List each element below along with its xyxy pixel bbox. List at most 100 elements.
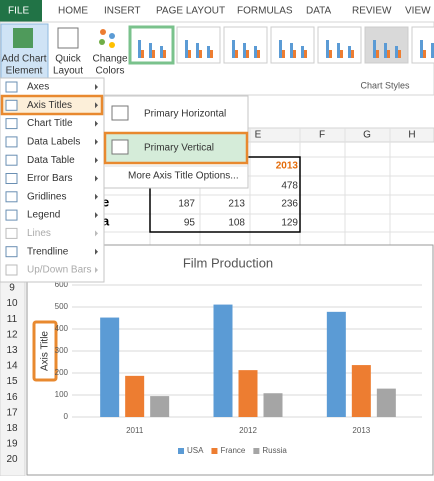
ribbon-button-label[interactable]: Colors [96, 66, 125, 77]
menu-icon [5, 191, 18, 203]
menu-item[interactable]: Gridlines [27, 191, 66, 202]
ribbon-button-label[interactable]: Element [6, 66, 43, 77]
submenu-item[interactable]: Primary Horizontal [144, 109, 226, 120]
thumb-bar [373, 40, 376, 58]
legend-swatch [253, 448, 260, 454]
submenu-item[interactable]: More Axis Title Options... [128, 171, 239, 182]
bar [376, 388, 396, 417]
menu-item[interactable]: Error Bars [27, 173, 73, 184]
menu-item[interactable]: Up/Down Bars [27, 265, 91, 276]
bar [100, 317, 120, 417]
thumb-bar [329, 50, 332, 58]
ribbon-button-label[interactable]: Quick [55, 54, 82, 65]
thumb-bar [431, 43, 434, 58]
color-dot [100, 29, 106, 35]
thumb-bar [199, 50, 202, 58]
bar [213, 304, 233, 417]
row-header: 12 [6, 329, 18, 340]
bar [326, 311, 346, 417]
legend-label: Russia [262, 446, 287, 455]
ribbon-tab[interactable]: HOME [58, 6, 88, 17]
ribbon-tab[interactable]: REVIEW [352, 6, 392, 17]
submenu-items: Primary Horizontal Primary Vertical More A… [111, 105, 239, 182]
thumb-bar [326, 40, 329, 58]
thumb-bar [196, 43, 199, 58]
cell: 95 [184, 218, 196, 229]
row-header: 16 [6, 392, 18, 403]
ribbon-button-label[interactable]: Layout [53, 66, 83, 77]
menu-icon [5, 246, 18, 258]
bar [150, 396, 170, 417]
column-header: G [363, 130, 371, 141]
submenu-arrow [95, 212, 98, 219]
thumb-bar [160, 46, 163, 58]
ribbon-button-label[interactable]: Change [92, 54, 127, 65]
column-header: F [319, 130, 325, 141]
thumb-bar [257, 50, 260, 58]
menu-item[interactable]: Data Labels [27, 137, 80, 148]
thumb-bar [163, 50, 166, 58]
row-header: 11 [7, 314, 18, 325]
menu-icon [5, 209, 18, 221]
cell: 236 [281, 199, 298, 210]
color-dot [109, 33, 115, 39]
menu-item[interactable]: Data Table [27, 155, 75, 166]
submenu-arrow [95, 175, 98, 182]
y-tick-label: 0 [64, 412, 69, 421]
ribbon-tab[interactable]: DATA [306, 6, 332, 17]
thumb-bar [254, 46, 257, 58]
thumb-bar [210, 50, 213, 58]
menu-item[interactable]: Trendline [27, 246, 69, 257]
ribbon-tab[interactable]: VIEW [405, 6, 431, 17]
row-header: 14 [6, 361, 18, 372]
y-tick-label: 400 [55, 324, 69, 333]
thumb-bar [149, 43, 152, 58]
thumb-bar [282, 50, 285, 58]
y-tick-label: 200 [55, 368, 69, 377]
menu-icon [5, 136, 18, 148]
menu-item[interactable]: Axes [27, 82, 49, 93]
ribbon-tab[interactable]: INSERT [104, 6, 141, 17]
thumb-bar [141, 50, 144, 58]
submenu-arrow [95, 84, 98, 90]
submenu-arrow [95, 193, 98, 200]
menu-items: Axes Axis Titles Chart Title Data Labels Dat… [5, 81, 98, 276]
submenu-arrow [95, 230, 98, 237]
ribbon-button-label[interactable]: Add Chart [1, 54, 46, 65]
submenu-item[interactable]: Primary Vertical [144, 143, 214, 154]
x-tick-label: 2011 [126, 426, 144, 435]
thumb-bar [152, 50, 155, 58]
menu-item[interactable]: Chart Title [27, 118, 73, 129]
column-header: H [408, 130, 415, 141]
menu-item[interactable]: Axis Titles [27, 100, 72, 111]
y-tick-label: 600 [55, 280, 69, 289]
column-header: E [255, 130, 262, 141]
bar [125, 375, 145, 417]
thumb-bar [348, 46, 351, 58]
chart-title: Film Production [183, 255, 273, 270]
row-header: 13 [6, 345, 18, 356]
ribbon-tab[interactable]: FILE [8, 6, 29, 17]
row-header: 15 [6, 376, 18, 387]
quick-layout-icon [57, 27, 79, 49]
menu-item[interactable]: Legend [27, 210, 60, 221]
cell: 108 [228, 218, 245, 229]
menu-icon [5, 118, 18, 130]
tab-bar [0, 0, 434, 22]
thumb-bar [301, 46, 304, 58]
thumb-bar [395, 46, 398, 58]
thumb-bar [185, 40, 188, 58]
menu-item[interactable]: Lines [27, 228, 51, 239]
cell: e [102, 194, 109, 209]
thumb-bar [235, 50, 238, 58]
row-header: 9 [9, 283, 15, 294]
y-axis-title[interactable]: Axis Title [40, 331, 51, 371]
y-tick-label: 100 [55, 390, 69, 399]
thumb-bar [304, 50, 307, 58]
ribbon-tab[interactable]: PAGE LAYOUT [156, 6, 225, 17]
legend-swatch [211, 448, 218, 454]
menu-icon [5, 227, 18, 239]
ribbon-tab[interactable]: FORMULAS [237, 6, 293, 17]
menu-icon [5, 81, 18, 93]
file-tab[interactable] [0, 0, 42, 22]
